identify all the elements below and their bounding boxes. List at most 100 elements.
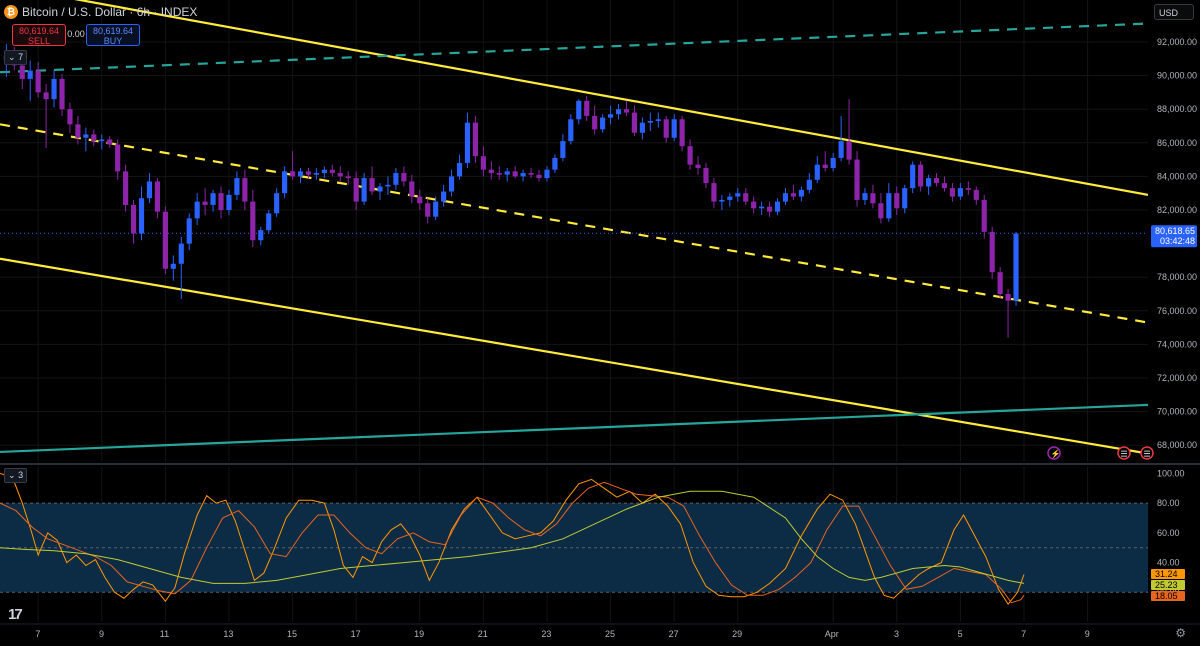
candle-body [862,193,868,200]
date-tick-label: 3 [894,629,899,639]
candle-body [981,199,987,232]
countdown-label: 03:42:48 [1160,236,1195,246]
candle-body [289,171,296,177]
candle [321,166,327,179]
candle [894,186,900,216]
candle-body [965,188,971,190]
candle-body [711,183,717,202]
candle [377,183,383,200]
candle-body [91,134,97,142]
tradingview-logo-icon[interactable]: 17 [8,606,23,623]
buy-button[interactable]: 80,619.64 BUY [86,24,140,46]
candle [178,236,184,300]
buy-label: BUY [103,36,123,46]
oscillator-value-bg [1151,580,1185,590]
gear-icon[interactable]: ⚙ [1175,626,1186,640]
candle [385,176,391,195]
candle-body [671,119,677,138]
candle [607,105,614,125]
candle-body [687,146,693,165]
candle-body [99,139,105,142]
candle [123,164,129,212]
candle-body [886,193,892,219]
candle [790,184,797,200]
candle [393,168,399,190]
symbol-header: ₿ Bitcoin / U.S. Dollar · 6h · INDEX [0,0,197,24]
candle-body [258,230,264,241]
candle-body [178,243,184,264]
candle [782,188,789,205]
candle-body [305,171,312,175]
symbol-title[interactable]: Bitcoin / U.S. Dollar · 6h · INDEX [22,5,198,19]
candle [59,73,65,116]
candle-body [615,109,622,115]
candle-body [989,231,995,273]
candle-body [43,92,49,100]
oscillator-tick-label: 40.00 [1157,558,1180,568]
bitcoin-icon: ₿ [4,5,18,19]
candle-body [782,193,789,202]
candle-body [798,189,804,197]
sell-button[interactable]: 80,619.64 SELL [12,24,66,46]
currency-selector[interactable]: USD [1154,4,1194,20]
candle-body [592,115,598,130]
candle-body [59,78,65,110]
indicators-toggle-button[interactable]: ⌄ 7 [4,50,28,65]
main-pane [0,0,1148,455]
event-marker-ring [1047,446,1061,460]
candle [170,255,176,281]
candle-body [759,206,765,209]
candle-body [138,198,145,234]
oscillator-value-label: 31.24 [1155,569,1178,579]
candle-body [210,193,216,205]
candle [448,169,455,197]
candle-body [369,178,375,192]
candle-body [560,141,566,158]
candle [99,134,105,150]
candle [774,198,781,216]
candle [870,184,876,209]
date-tick-label: 23 [541,629,551,639]
candle-body [27,70,33,79]
candle-body [727,196,733,200]
last-price-tag-bg [1151,225,1197,248]
candle [186,213,192,251]
candle [989,226,995,279]
event-marker-icon: ☰ [1140,446,1154,460]
candle-body [878,203,884,219]
candle [623,100,630,116]
oscillator-toggle-button[interactable]: ⌄ 3 [4,468,28,483]
candle [138,186,145,241]
oscillator-series [0,472,1025,606]
date-tick-label: 7 [1021,629,1026,639]
candle [107,136,113,148]
candle-body [297,171,304,177]
candle [456,154,463,180]
candle-body [250,201,256,241]
candle [353,171,359,210]
candle [282,166,288,199]
candle-body [512,171,518,177]
candle [552,154,558,174]
candle-body [51,78,57,100]
candle-body [790,193,797,197]
date-tick-label: 19 [414,629,424,639]
event-marker-ring [1140,446,1154,460]
candle [918,161,924,192]
price-tick-label: 88,000.00 [1157,104,1197,114]
candle [631,105,638,137]
candle-body [663,119,669,138]
oscillator-indicator-count: 3 [18,470,24,480]
event-marker-glyph: ⚡ [1051,449,1061,459]
candle-body [576,100,582,120]
price-tick-label: 78,000.00 [1157,272,1197,282]
candle-body [425,203,431,217]
price-tick-label: 72,000.00 [1157,373,1197,383]
price-tick-label: 74,000.00 [1157,339,1197,349]
candle [202,188,208,216]
candle-body [162,211,168,269]
candle [647,112,653,132]
candle [973,186,979,205]
